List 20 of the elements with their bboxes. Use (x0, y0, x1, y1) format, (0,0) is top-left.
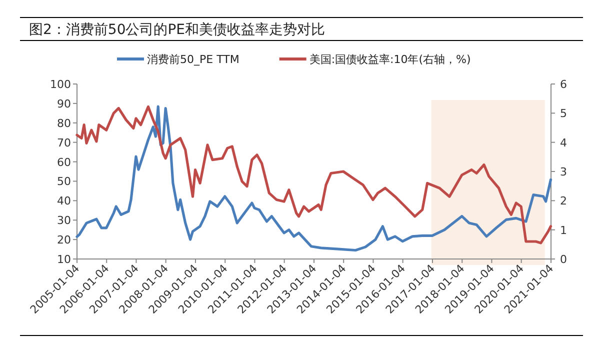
chart-title: 图2：消费前50公司的PE和美债收益率走势对比 (29, 22, 326, 38)
y-tick-label: 80 (57, 116, 71, 130)
legend-label: 消费前50_PE TTM (147, 53, 240, 66)
y2-tick-label: 6 (560, 78, 567, 91)
y-tick-label: 30 (57, 214, 71, 228)
y-tick-label: 40 (57, 194, 71, 208)
y2-tick-label: 3 (560, 166, 567, 178)
y-tick-label: 70 (57, 136, 71, 150)
y2-tick-label: 2 (560, 194, 567, 208)
y2-tick-label: 1 (560, 224, 567, 237)
y-tick-label: 10 (57, 253, 71, 266)
y-tick-label: 90 (57, 97, 71, 110)
y2-tick-label: 4 (560, 136, 567, 150)
y-tick-label: 100 (50, 78, 71, 91)
legend-label: 美国:国债收益率:10年(右轴，%) (309, 53, 471, 66)
y-tick-label: 20 (57, 234, 71, 247)
y2-tick-label: 0 (560, 253, 567, 266)
y2-tick-label: 5 (560, 107, 567, 120)
y-tick-label: 60 (57, 156, 71, 169)
y-tick-label: 50 (57, 175, 71, 188)
